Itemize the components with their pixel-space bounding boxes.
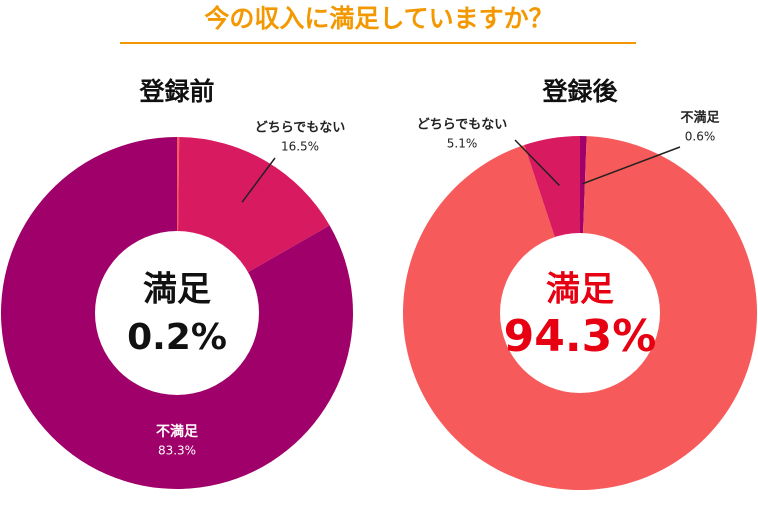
leader-line xyxy=(582,146,681,185)
leader-line xyxy=(514,139,560,186)
slice-label: 不満足 xyxy=(680,110,720,126)
center-value: 94.3% xyxy=(504,311,657,362)
leader-line xyxy=(241,157,276,203)
center-label: 満足 xyxy=(546,270,614,310)
slice-value: 5.1% xyxy=(447,137,478,151)
pie-title: 登録後 xyxy=(541,77,618,106)
slice-value: 16.5% xyxy=(281,140,319,154)
slice-label: どちらでもない xyxy=(417,118,508,133)
center-label: 満足 xyxy=(143,270,211,310)
center-value: 0.2% xyxy=(127,317,227,358)
donut-hole xyxy=(95,231,259,395)
slice-value: 0.6% xyxy=(685,130,716,144)
page-title: 今の収入に満足していますか？ xyxy=(204,4,553,33)
slice-label: どちらでもない xyxy=(255,121,346,136)
slice-label: 不満足 xyxy=(156,423,199,440)
donut-hole xyxy=(500,233,660,393)
pie-title: 登録前 xyxy=(138,77,214,106)
slice-value: 83.3% xyxy=(158,444,196,458)
